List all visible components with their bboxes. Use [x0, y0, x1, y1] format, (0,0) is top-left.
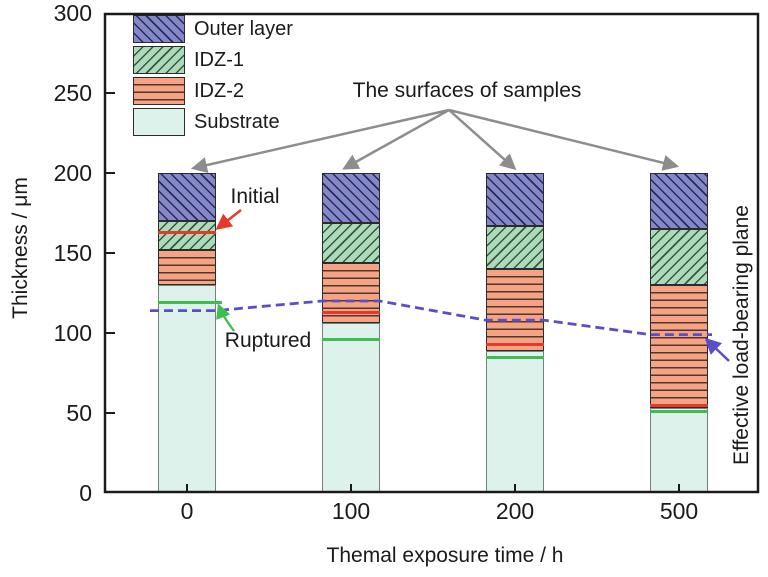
y-tick-label: 150 — [53, 240, 92, 266]
y-tick-label: 50 — [66, 400, 92, 426]
y-tick — [106, 252, 115, 254]
x-tick — [514, 484, 516, 492]
y-tick-label: 250 — [53, 80, 92, 106]
y-tick-label: 300 — [53, 0, 92, 26]
y-tick — [106, 92, 115, 94]
x-tick-label: 500 — [659, 498, 699, 524]
x-tick-label: 200 — [495, 498, 535, 524]
y-tick-label: 0 — [79, 480, 92, 506]
x-tick — [678, 484, 680, 492]
x-tick-label: 0 — [180, 498, 194, 524]
x-tick — [186, 484, 188, 492]
y-tick-label: 100 — [53, 320, 92, 346]
x-tick — [350, 484, 352, 492]
y-tick — [106, 172, 115, 174]
y-tick — [106, 332, 115, 334]
y-tick-label: 200 — [53, 160, 92, 186]
x-tick-label: 100 — [331, 498, 371, 524]
y-tick — [106, 412, 115, 414]
x-axis-title: Themal exposure time / h — [326, 544, 564, 567]
